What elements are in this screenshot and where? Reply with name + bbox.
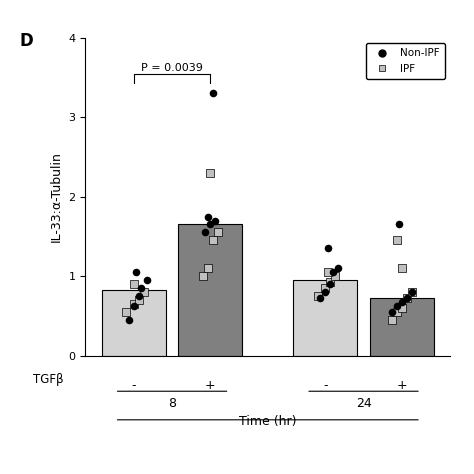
Point [393, 308, 401, 316]
Bar [102, 291, 166, 356]
Point [334, 264, 342, 272]
Text: Time (hr): Time (hr) [239, 415, 297, 428]
Point [327, 279, 334, 286]
Text: +: + [205, 379, 216, 392]
Point [314, 292, 321, 300]
Point [122, 308, 130, 316]
Point [393, 302, 401, 310]
Point [209, 237, 217, 244]
Point [130, 280, 137, 288]
Text: -: - [323, 379, 328, 392]
Point [324, 268, 332, 276]
Bar [370, 298, 434, 356]
Point [398, 298, 406, 305]
Point [403, 294, 410, 302]
Point [324, 245, 332, 252]
Point [316, 294, 324, 302]
Point [135, 292, 143, 300]
Point [327, 280, 334, 288]
Bar [293, 280, 357, 356]
Point [393, 237, 401, 244]
Text: -: - [132, 379, 136, 392]
Text: 8: 8 [168, 397, 176, 410]
Point [321, 284, 329, 292]
Point [204, 264, 211, 272]
Legend: Non-IPF, IPF: Non-IPF, IPF [366, 43, 445, 79]
Text: D: D [19, 32, 33, 50]
Point [212, 217, 219, 224]
Point [133, 268, 140, 276]
Point [125, 316, 133, 324]
Point [204, 213, 211, 220]
Point [137, 284, 145, 292]
Point [332, 272, 339, 280]
Point [214, 228, 222, 236]
Point [209, 90, 217, 97]
Text: P = 0.0039: P = 0.0039 [141, 63, 203, 73]
Point [395, 221, 403, 228]
Point [140, 288, 148, 296]
Text: TGFβ: TGFβ [33, 373, 64, 386]
Point [403, 294, 410, 302]
Y-axis label: IL-33:α-Tubulin: IL-33:α-Tubulin [50, 151, 63, 242]
Point [199, 272, 207, 280]
Point [321, 288, 329, 296]
Point [388, 308, 395, 316]
Point [329, 268, 337, 276]
Point [143, 276, 150, 284]
Point [130, 300, 137, 308]
Point [388, 316, 395, 324]
Point [207, 169, 214, 177]
Bar [179, 225, 242, 356]
Point [207, 221, 214, 228]
Text: +: + [396, 379, 407, 392]
Point [398, 304, 406, 312]
Point [135, 296, 143, 304]
Point [130, 302, 137, 310]
Point [398, 264, 406, 272]
Text: 24: 24 [356, 397, 372, 410]
Point [408, 288, 416, 296]
Point [408, 288, 416, 296]
Point [201, 228, 209, 236]
